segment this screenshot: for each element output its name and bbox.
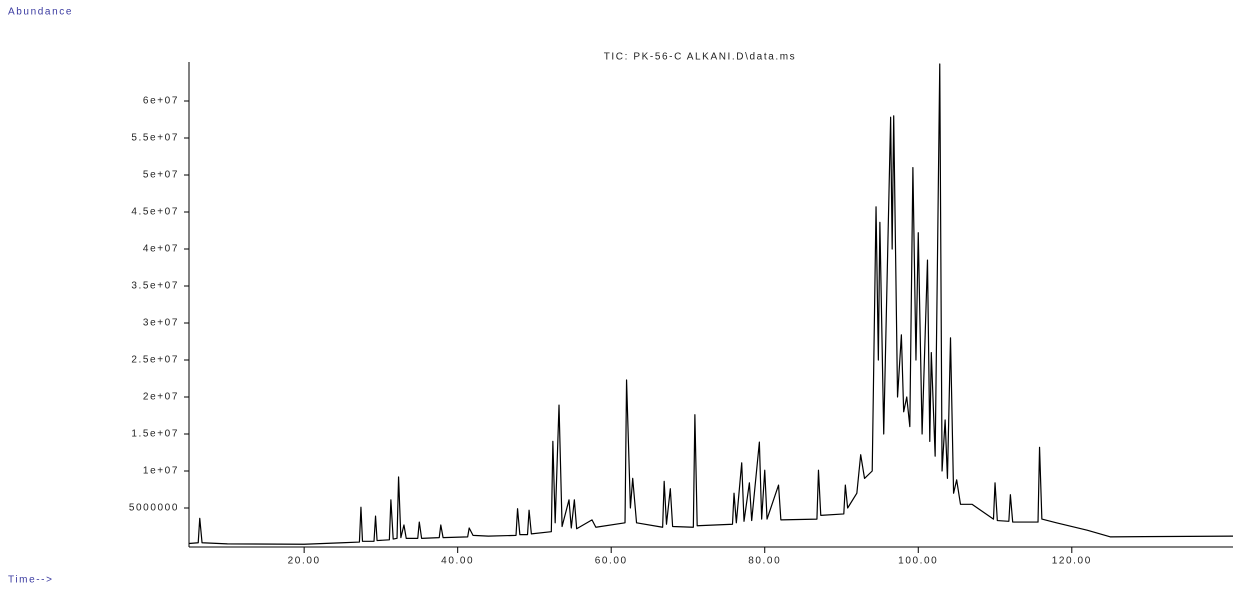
y-tick-label: 6e+07 [143,96,179,107]
y-tick-label: 2e+07 [143,392,179,403]
y-tick-label: 4e+07 [143,244,179,255]
x-tick-label: 120.00 [1052,556,1092,567]
y-tick-label: 3.5e+07 [131,281,179,292]
y-tick-label: 5e+07 [143,170,179,181]
x-tick-label: 60.00 [595,556,628,567]
y-axis-label: Abundance [8,7,73,18]
y-tick-label: 3e+07 [143,318,179,329]
x-tick-label: 80.00 [748,556,781,567]
signal-line [188,63,1234,545]
y-tick-label: 2.5e+07 [131,355,179,366]
y-tick-label: 4.5e+07 [131,207,179,218]
x-tick-label: 20.00 [288,556,321,567]
x-tick-label: 40.00 [441,556,474,567]
y-tick-label: 1e+07 [143,466,179,477]
y-tick-label: 5000000 [129,503,179,514]
chart-title: TIC: PK-56-C ALKANI.D\data.ms [604,52,797,63]
y-tick-label: 5.5e+07 [131,133,179,144]
x-tick-label: 100.00 [898,556,938,567]
x-axis-label: Time--> [8,575,54,586]
y-tick-label: 1.5e+07 [131,429,179,440]
